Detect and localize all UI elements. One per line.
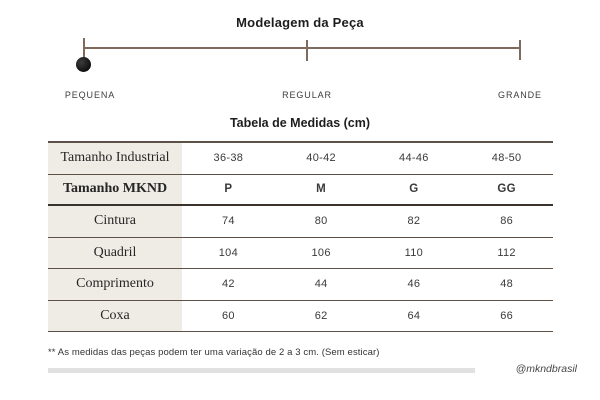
cell-value: 74 bbox=[221, 215, 235, 228]
fit-scale-tick-regular bbox=[306, 40, 308, 61]
cell-value: 44-46 bbox=[399, 152, 429, 165]
row-label: Coxa bbox=[48, 300, 182, 331]
table-row-tamanho-mknd: Tamanho MKND P M G GG bbox=[48, 174, 553, 206]
cell-value: 110 bbox=[404, 246, 424, 259]
cell-value: 36-38 bbox=[213, 152, 244, 165]
table-row-tamanho-industrial: Tamanho Industrial 36-38 40-42 44-46 48-… bbox=[48, 143, 553, 175]
cell-value: 62 bbox=[314, 309, 328, 322]
footnote-text: ** As medidas das peças podem ter uma va… bbox=[48, 347, 380, 358]
row-label: Quadril bbox=[48, 237, 182, 268]
cell-value: 40-42 bbox=[306, 152, 336, 165]
cell-value: 106 bbox=[311, 246, 331, 259]
measurements-table: Tamanho Industrial 36-38 40-42 44-46 48-… bbox=[48, 141, 553, 332]
cell-value: G bbox=[409, 183, 419, 196]
modelagem-title: Modelagem da Peça bbox=[236, 15, 364, 30]
fit-scale-tick-pequena bbox=[83, 38, 85, 59]
cell-value: P bbox=[224, 183, 233, 196]
fit-scale-line bbox=[83, 47, 521, 49]
row-label: Tamanho Industrial bbox=[48, 143, 182, 174]
cell-value: 104 bbox=[218, 246, 238, 259]
cell-value: 80 bbox=[314, 215, 328, 228]
cell-value: 42 bbox=[221, 278, 235, 291]
social-handle: @mkndbrasil bbox=[515, 363, 577, 375]
footer-divider-bar bbox=[48, 368, 475, 373]
cell-value: 86 bbox=[500, 215, 514, 228]
cell-value: 64 bbox=[407, 309, 421, 322]
row-label: Comprimento bbox=[48, 269, 182, 300]
row-label: Tamanho MKND bbox=[48, 174, 182, 204]
table-title: Tabela de Medidas (cm) bbox=[229, 116, 371, 130]
cell-value: 48-50 bbox=[491, 152, 522, 165]
fit-label-pequena: PEQUENA bbox=[64, 90, 116, 100]
cell-value: 112 bbox=[497, 246, 516, 259]
cell-value: 44 bbox=[314, 278, 328, 291]
row-label: Cintura bbox=[48, 206, 182, 237]
cell-value: 60 bbox=[221, 309, 235, 322]
cell-value: 66 bbox=[500, 309, 514, 322]
table-row-quadril: Quadril 104 106 110 112 bbox=[48, 237, 553, 269]
cell-value: 46 bbox=[407, 278, 421, 291]
fit-label-grande: GRANDE bbox=[498, 90, 542, 100]
cell-value: 48 bbox=[500, 278, 514, 291]
fit-label-regular: REGULAR bbox=[282, 90, 332, 100]
table-row-comprimento: Comprimento 42 44 46 48 bbox=[48, 269, 553, 301]
fit-scale-tick-grande bbox=[519, 40, 521, 60]
cell-value: M bbox=[316, 183, 327, 196]
cell-value: GG bbox=[497, 183, 516, 196]
table-row-cintura: Cintura 74 80 82 86 bbox=[48, 206, 553, 238]
cell-value: 82 bbox=[407, 215, 421, 228]
table-row-coxa: Coxa 60 62 64 66 bbox=[48, 300, 553, 332]
fit-marker-dot-icon bbox=[76, 57, 91, 72]
